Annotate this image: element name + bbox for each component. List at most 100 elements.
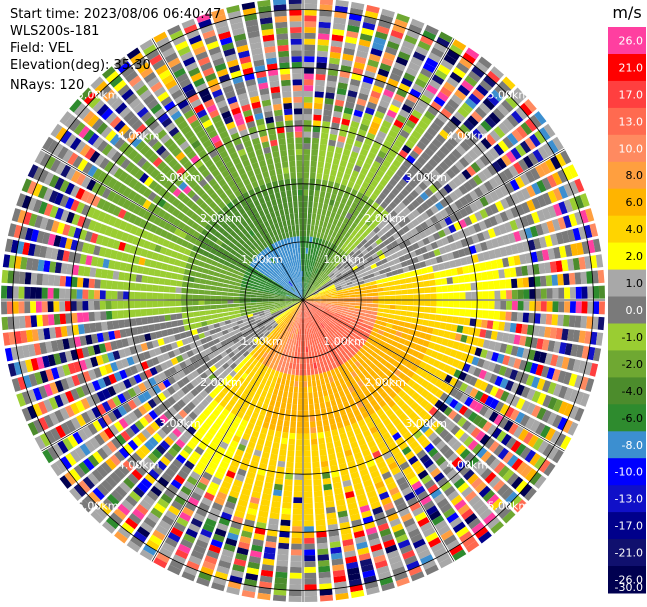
gate-cell [479, 262, 487, 271]
gate-cell [303, 352, 306, 359]
gate-cell [350, 262, 357, 269]
gate-cell [329, 236, 335, 243]
gate-cell [296, 230, 300, 237]
gate-cell [435, 286, 443, 293]
gate-cell [269, 423, 276, 431]
gate-cell [119, 106, 132, 119]
gate-cell [289, 213, 295, 220]
gate-cell [321, 413, 328, 421]
gate-cell [199, 201, 209, 211]
gate-cell [252, 268, 259, 274]
gate-cell [296, 304, 300, 310]
gate-cell [218, 427, 227, 436]
gate-cell [272, 204, 279, 212]
gate-cell [210, 456, 221, 466]
gate-cell [334, 246, 341, 253]
gate-cell [133, 408, 143, 419]
gate-cell [254, 248, 260, 255]
gate-cell [181, 376, 190, 385]
gate-cell [345, 101, 355, 109]
gate-cell [396, 250, 404, 257]
gate-cell [319, 402, 326, 409]
gate-cell [111, 300, 118, 310]
gate-cell [160, 456, 171, 467]
gate-cell [285, 361, 290, 369]
gate-cell [223, 238, 231, 245]
gate-cell [430, 257, 438, 265]
gate-cell [356, 50, 368, 59]
gate-cell [211, 582, 225, 592]
gate-cell [249, 262, 256, 269]
gate-cell [316, 542, 328, 550]
gate-cell [505, 195, 515, 207]
gate-cell [145, 425, 156, 436]
gate-cell [285, 244, 290, 251]
gate-cell [322, 121, 331, 128]
gate-cell [255, 276, 262, 281]
gate-cell [188, 411, 198, 421]
gate-cell [176, 340, 184, 348]
gate-cell [176, 72, 189, 84]
gate-cell [530, 251, 538, 263]
gate-cell [152, 300, 158, 308]
gate-cell [149, 224, 158, 234]
gate-cell [126, 356, 135, 366]
gate-cell [237, 231, 245, 239]
gate-cell [101, 479, 114, 493]
gate-cell [293, 236, 297, 243]
gate-cell [204, 305, 211, 310]
gate-cell [112, 350, 121, 361]
gate-cell [412, 175, 422, 185]
gate-cell [274, 254, 280, 261]
gate-cell [197, 149, 208, 159]
gate-cell [325, 278, 332, 283]
gate-cell [248, 222, 256, 230]
gate-cell [60, 263, 68, 274]
gate-cell [112, 395, 122, 407]
gate-cell [245, 308, 252, 312]
gate-cell [287, 282, 292, 287]
gate-cell [409, 270, 417, 277]
gate-cell [332, 218, 339, 226]
gate-cell [158, 285, 165, 292]
gate-cell [198, 305, 205, 311]
gate-cell [99, 365, 108, 376]
gate-cell [262, 358, 268, 366]
gate-cell [248, 229, 255, 237]
gate-cell [135, 274, 143, 283]
gate-cell [217, 317, 225, 323]
gate-cell [353, 239, 361, 247]
gate-cell [187, 496, 200, 507]
gate-cell [179, 434, 189, 444]
gate-cell [73, 483, 87, 498]
gate-cell [299, 288, 302, 295]
gate-cell [342, 112, 352, 121]
gate-cell [270, 224, 276, 231]
gate-cell [230, 184, 239, 193]
gate-cell [326, 222, 332, 230]
gate-cell [296, 283, 299, 290]
gate-cell [206, 549, 220, 560]
gate-cell [190, 491, 202, 502]
gate-cell [318, 396, 325, 404]
gate-cell [195, 322, 202, 328]
gate-cell [182, 185, 192, 195]
gate-cell [33, 419, 44, 434]
gate-cell [425, 57, 439, 68]
gate-cell [147, 191, 157, 202]
gate-cell [192, 184, 202, 193]
gate-cell [268, 296, 275, 299]
gate-cell [338, 241, 344, 249]
gate-cell [587, 286, 594, 299]
gate-cell [172, 187, 182, 198]
gate-cell [443, 183, 453, 194]
gate-cell [270, 336, 276, 343]
gate-cell [390, 124, 401, 134]
gate-cell [324, 197, 330, 205]
gate-cell [206, 40, 220, 51]
gate-cell [442, 293, 449, 300]
gate-cell [262, 298, 269, 300]
gate-cell [515, 204, 525, 216]
gate-cell [288, 155, 295, 162]
gate-cell [508, 165, 519, 177]
